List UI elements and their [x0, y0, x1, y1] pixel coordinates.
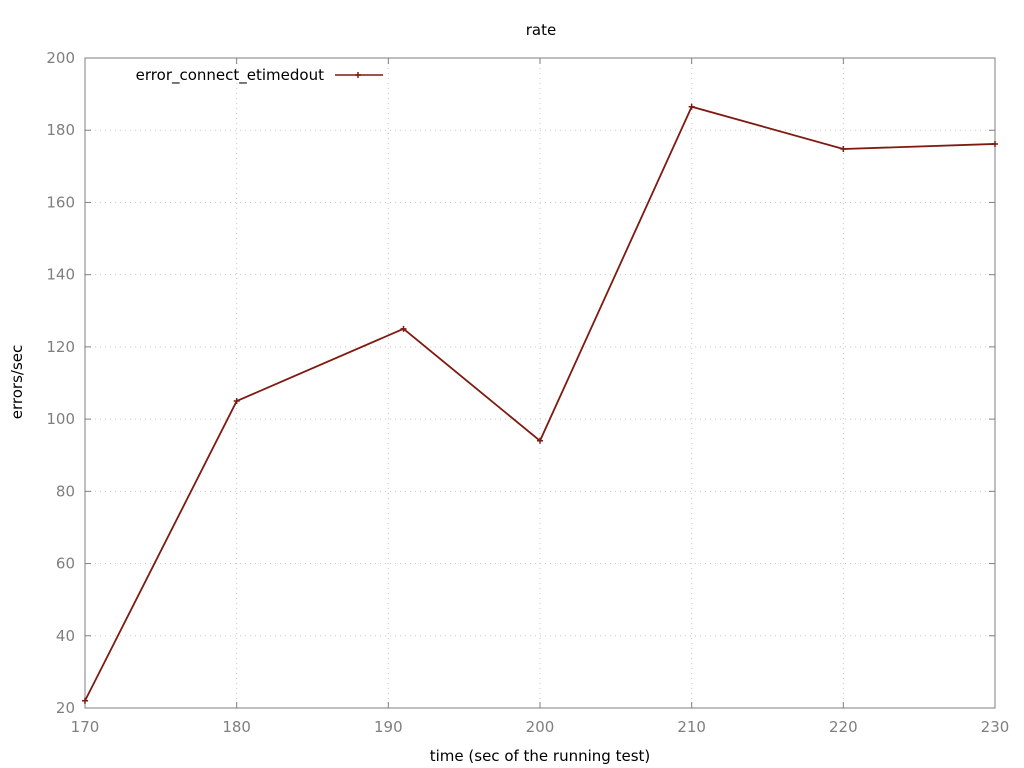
y-tick-label: 100	[46, 410, 75, 428]
y-tick-label: 40	[56, 627, 75, 645]
grid	[85, 58, 995, 708]
legend-label: error_connect_etimedout	[136, 66, 324, 85]
data-point-marker	[992, 140, 998, 147]
x-tick-label: 190	[374, 718, 403, 736]
data-point-marker	[688, 103, 695, 110]
y-axis-label: errors/sec	[8, 345, 26, 419]
x-tick-label: 230	[981, 718, 1010, 736]
data-point-marker	[840, 146, 847, 152]
y-tick-label: 60	[56, 555, 75, 573]
y-tick-label: 160	[46, 193, 75, 211]
y-tick-label: 80	[56, 482, 75, 500]
y-tick-label: 120	[46, 338, 75, 356]
x-tick-label: 170	[71, 718, 100, 736]
legend: error_connect_etimedout	[136, 66, 383, 85]
y-tick-label: 140	[46, 266, 75, 284]
x-tick-label: 200	[526, 718, 555, 736]
series-layer	[82, 103, 998, 704]
x-tick-label: 210	[677, 718, 706, 736]
y-tick-label: 180	[46, 121, 75, 139]
data-point-marker	[537, 437, 543, 444]
x-axis: 170 180 190 200 210 220 230	[71, 58, 1010, 736]
x-tick-label: 220	[829, 718, 858, 736]
data-point-marker	[233, 398, 240, 405]
y-tick-label: 20	[56, 699, 75, 717]
data-point-marker	[82, 697, 88, 704]
chart-title: rate	[526, 21, 556, 39]
y-tick-label: 200	[46, 49, 75, 67]
x-tick-label: 180	[222, 718, 251, 736]
y-axis: 20 40 60 80 100 120 140 160 180 200	[46, 49, 995, 717]
x-axis-label: time (sec of the running test)	[430, 747, 651, 765]
data-point-marker	[400, 325, 407, 332]
legend-marker	[355, 72, 361, 78]
